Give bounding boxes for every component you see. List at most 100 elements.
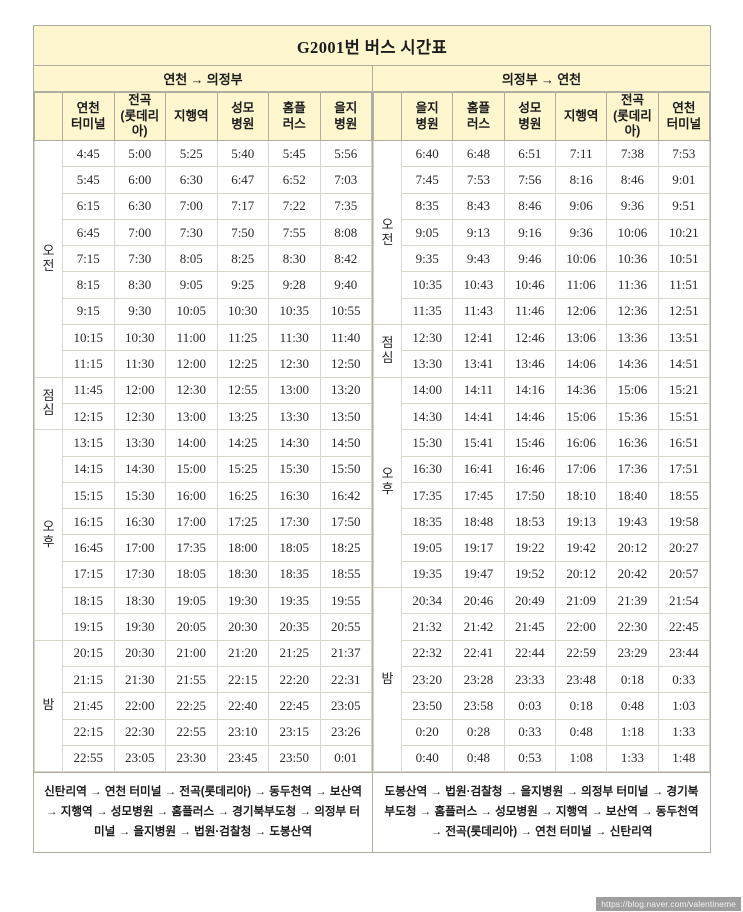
direction-label-left: 연천 → 의정부 — [163, 72, 243, 87]
departure-time-cell: 5:00 — [113, 139, 166, 168]
departure-time-cell: 16:30 — [113, 508, 166, 536]
departure-time-cell: 22:20 — [268, 665, 321, 694]
departure-time-cell: 12:36 — [606, 297, 659, 326]
departure-time-cell: 23:28 — [452, 665, 505, 694]
period-label-밤: 밤 — [373, 587, 402, 773]
departure-time-cell: 0:20 — [400, 718, 454, 746]
departure-time-cell: 16:45 — [62, 534, 115, 562]
departure-time-cell: 16:36 — [606, 429, 659, 457]
table-row: 6:45 7:00 7:30 7:50 7:55 8:08 — [35, 218, 372, 247]
departure-time-cell: 19:13 — [554, 508, 608, 536]
departure-time-cell: 7:53 — [657, 139, 711, 168]
departure-time-cell: 22:25 — [165, 692, 218, 720]
departure-time-cell: 14:50 — [319, 429, 372, 457]
departure-time-cell: 8:46 — [606, 166, 659, 194]
departure-time-cell: 8:05 — [165, 245, 218, 273]
departure-time-cell: 6:30 — [113, 192, 166, 220]
departure-time-cell: 21:00 — [165, 639, 218, 667]
departure-time-cell: 13:50 — [319, 402, 372, 431]
departure-time-cell: 13:36 — [606, 324, 659, 352]
timetable-left-head: 연천 터미널 전곡 (롯데리아) 지행역 성모 병원 홈플 러스 을지 병원 — [34, 92, 372, 141]
corner-diagonal-cell — [34, 92, 63, 141]
departure-time-cell: 21:20 — [216, 639, 269, 667]
table-row: 22:32 22:41 22:44 22:59 23:29 23:44 — [374, 639, 711, 667]
departure-time-cell: 11:35 — [400, 297, 454, 326]
departure-time-cell: 22:30 — [606, 613, 659, 641]
table-row: 11:35 11:43 11:46 12:06 12:36 12:51 — [374, 297, 711, 326]
departure-time-cell: 15:50 — [319, 455, 372, 483]
departure-time-cell: 23:05 — [319, 692, 372, 720]
table-row: 0:40 0:48 0:53 1:08 1:33 1:48 — [374, 744, 711, 773]
departure-time-cell: 6:30 — [165, 166, 218, 194]
table-row: 10:35 10:43 10:46 11:06 11:36 11:51 — [374, 271, 711, 299]
departure-time-cell: 0:01 — [319, 744, 372, 773]
departure-time-cell: 22:15 — [62, 718, 115, 746]
departure-time-cell: 13:41 — [452, 350, 505, 378]
departure-time-cell: 22:00 — [554, 613, 608, 641]
departure-time-cell: 10:35 — [268, 297, 321, 326]
departure-time-cell: 18:00 — [216, 534, 269, 562]
departure-time-cell: 6:00 — [113, 166, 166, 194]
departure-time-cell: 10:15 — [62, 324, 115, 352]
departure-time-cell: 17:06 — [554, 455, 608, 483]
departure-time-cell: 14:51 — [657, 350, 711, 378]
departure-time-cell: 7:17 — [216, 192, 269, 220]
departure-time-cell: 23:44 — [657, 639, 711, 667]
departure-time-cell: 14:25 — [216, 429, 269, 457]
departure-time-cell: 19:58 — [657, 508, 711, 536]
departure-time-cell: 7:55 — [268, 218, 321, 247]
column-header-3: 성모 병원 — [503, 92, 556, 141]
departure-time-cell: 13:25 — [216, 402, 269, 431]
table-row: 19:35 19:47 19:52 20:12 20:42 20:57 — [374, 560, 711, 589]
departure-time-cell: 15:00 — [165, 455, 218, 483]
departure-time-cell: 22:44 — [503, 639, 556, 667]
departure-time-cell: 7:15 — [62, 245, 115, 273]
table-row: 16:45 17:00 17:35 18:00 18:05 18:25 — [35, 534, 372, 562]
departure-time-cell: 11:30 — [113, 350, 166, 378]
departure-time-cell: 12:30 — [113, 402, 166, 431]
departure-time-cell: 12:06 — [554, 297, 608, 326]
departure-time-cell: 11:06 — [554, 271, 608, 299]
departure-time-cell: 18:05 — [268, 534, 321, 562]
departure-time-cell: 7:35 — [319, 192, 372, 220]
departure-time-cell: 22:30 — [113, 718, 166, 746]
departure-time-cell: 9:36 — [554, 218, 608, 247]
corner-diagonal-cell — [373, 92, 402, 141]
departure-time-cell: 19:30 — [216, 587, 269, 615]
departure-time-cell: 16:25 — [216, 481, 269, 510]
table-row: 16:15 16:30 17:00 17:25 17:30 17:50 — [35, 508, 372, 536]
departure-time-cell: 13:46 — [503, 350, 556, 378]
departure-time-cell: 17:35 — [400, 481, 454, 510]
table-row: 11:15 11:30 12:00 12:25 12:30 12:50 — [35, 350, 372, 378]
departure-time-cell: 17:45 — [452, 481, 505, 510]
departure-time-cell: 1:08 — [554, 744, 608, 773]
departure-time-cell: 9:36 — [606, 192, 659, 220]
departure-time-cell: 8:15 — [62, 271, 115, 299]
departure-time-cell: 7:50 — [216, 218, 269, 247]
departure-time-cell: 20:57 — [657, 560, 711, 589]
departure-time-cell: 12:00 — [113, 376, 166, 404]
departure-time-cell: 21:55 — [165, 665, 218, 694]
departure-time-cell: 20:15 — [62, 639, 115, 667]
departure-time-cell: 13:30 — [113, 429, 166, 457]
table-row: 오 전 6:40 6:48 6:51 7:11 7:38 7:53 — [373, 139, 711, 326]
departure-time-cell: 9:01 — [657, 166, 711, 194]
departure-time-cell: 6:15 — [62, 192, 115, 220]
departure-time-cell: 20:55 — [319, 613, 372, 641]
departure-time-cell: 6:48 — [452, 139, 505, 168]
departure-time-cell: 11:46 — [503, 297, 556, 326]
departure-time-cell: 23:33 — [503, 665, 556, 694]
departure-time-cell: 20:12 — [554, 560, 608, 589]
departure-time-cell: 21:54 — [657, 587, 711, 615]
timetable-left-body: 오 전 4:45 5:00 5:25 5:40 5:45 5:56 5:45 6:00 6:30 6:… — [34, 139, 372, 773]
departure-time-cell: 14:46 — [503, 402, 556, 431]
departure-time-cell: 18:30 — [216, 560, 269, 589]
departure-time-cell: 15:41 — [452, 429, 505, 457]
departure-time-cell: 12:25 — [216, 350, 269, 378]
departure-time-cell: 16:15 — [62, 508, 115, 536]
departure-time-cell: 10:36 — [606, 245, 659, 273]
table-row: 21:45 22:00 22:25 22:40 22:45 23:05 — [35, 692, 372, 720]
